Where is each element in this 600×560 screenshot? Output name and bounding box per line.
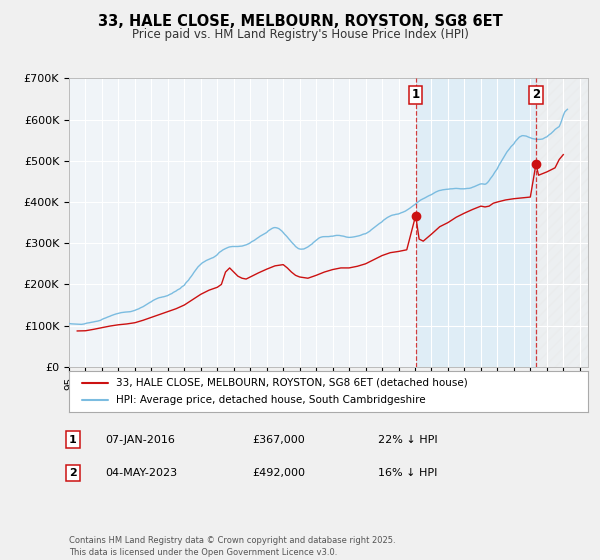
Text: £492,000: £492,000: [252, 468, 305, 478]
Text: £367,000: £367,000: [252, 435, 305, 445]
Text: HPI: Average price, detached house, South Cambridgeshire: HPI: Average price, detached house, Sout…: [116, 395, 425, 405]
Text: Price paid vs. HM Land Registry's House Price Index (HPI): Price paid vs. HM Land Registry's House …: [131, 28, 469, 41]
Text: 2: 2: [69, 468, 77, 478]
Text: 22% ↓ HPI: 22% ↓ HPI: [378, 435, 437, 445]
Text: 33, HALE CLOSE, MELBOURN, ROYSTON, SG8 6ET: 33, HALE CLOSE, MELBOURN, ROYSTON, SG8 6…: [98, 14, 502, 29]
Text: 33, HALE CLOSE, MELBOURN, ROYSTON, SG8 6ET (detached house): 33, HALE CLOSE, MELBOURN, ROYSTON, SG8 6…: [116, 377, 467, 388]
Text: 1: 1: [412, 88, 420, 101]
Text: 2: 2: [532, 88, 540, 101]
Text: Contains HM Land Registry data © Crown copyright and database right 2025.
This d: Contains HM Land Registry data © Crown c…: [69, 536, 395, 557]
Bar: [416, 78, 536, 367]
Text: 04-MAY-2023: 04-MAY-2023: [105, 468, 177, 478]
Text: 07-JAN-2016: 07-JAN-2016: [105, 435, 175, 445]
Text: 16% ↓ HPI: 16% ↓ HPI: [378, 468, 437, 478]
Bar: [536, 78, 588, 367]
Text: 1: 1: [69, 435, 77, 445]
